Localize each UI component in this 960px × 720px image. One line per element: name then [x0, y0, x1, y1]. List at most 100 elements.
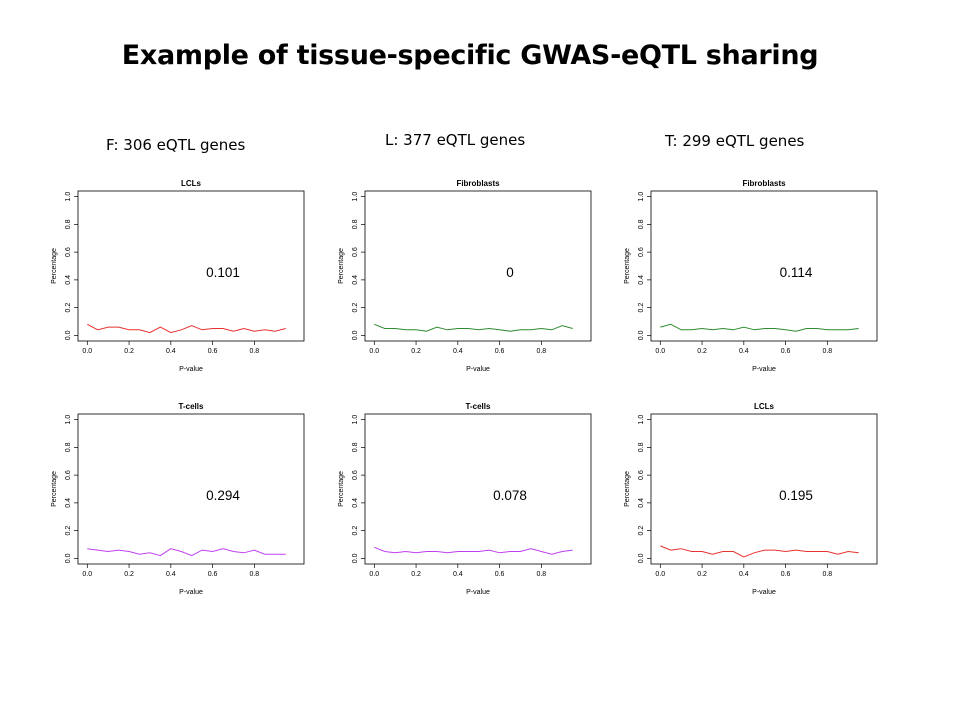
plot-frame	[650, 190, 878, 342]
x-tick-label: 0.0	[655, 571, 665, 578]
plot-frame	[77, 413, 305, 565]
series-line	[87, 323, 286, 334]
chart-panel: T-cells 0.0 0.2 0.4 0.6 0.8 0.0 0.2 0.4 0.6 0.8 1.0…	[338, 402, 592, 596]
y-tick-label: 0.6	[65, 247, 72, 257]
x-tick-label: 0.0	[82, 348, 92, 355]
y-tick-label: 0.0	[65, 553, 72, 563]
plot-frame	[77, 190, 305, 342]
y-axis-title: Percentage	[51, 248, 58, 284]
column-label-t: T: 299 eQTL genes	[665, 132, 805, 150]
y-tick-label: 0.8	[65, 442, 72, 452]
chart-title: Fibroblasts	[456, 179, 500, 188]
x-tick-label: 0.2	[124, 348, 134, 355]
plot-frame	[650, 413, 878, 565]
x-tick-label: 0.8	[249, 571, 259, 578]
y-tick-label: 0.6	[352, 247, 359, 257]
x-axis-title: P-value	[179, 366, 203, 373]
x-tick-label: 0.2	[124, 571, 134, 578]
x-axis-title: P-value	[752, 366, 776, 373]
x-tick-label: 0.0	[369, 348, 379, 355]
y-axis-title: Percentage	[624, 471, 631, 507]
y-tick-label: 0.8	[352, 219, 359, 229]
y-tick-label: 0.0	[638, 330, 645, 340]
x-tick-label: 0.6	[495, 571, 505, 578]
y-tick-label: 0.4	[65, 498, 72, 508]
x-tick-label: 0.6	[781, 348, 791, 355]
y-tick-label: 0.8	[638, 219, 645, 229]
series-line	[87, 548, 286, 557]
y-tick-label: 1.0	[638, 415, 645, 425]
x-tick-label: 0.8	[249, 348, 259, 355]
y-tick-label: 1.0	[65, 415, 72, 425]
x-axis-title: P-value	[179, 589, 203, 596]
x-axis-title: P-value	[752, 589, 776, 596]
y-tick-label: 1.0	[352, 415, 359, 425]
x-tick-label: 0.4	[453, 348, 463, 355]
y-tick-label: 0.6	[65, 470, 72, 480]
plot-frame	[364, 190, 592, 342]
chart-title: T-cells	[179, 402, 204, 411]
y-tick-label: 0.6	[638, 470, 645, 480]
x-tick-label: 0.2	[411, 571, 421, 578]
x-tick-label: 0.2	[411, 348, 421, 355]
column-label-l: L: 377 eQTL genes	[385, 131, 526, 149]
sharing-value-label: 0.195	[779, 488, 813, 503]
y-tick-label: 0.0	[65, 330, 72, 340]
y-tick-label: 0.0	[352, 330, 359, 340]
y-tick-label: 1.0	[65, 192, 72, 202]
y-tick-label: 0.8	[65, 219, 72, 229]
x-tick-label: 0.4	[166, 348, 176, 355]
sharing-value-label: 0	[506, 265, 514, 280]
y-tick-label: 0.0	[638, 553, 645, 563]
y-tick-label: 0.4	[65, 275, 72, 285]
chart-panel: Fibroblasts 0.0 0.2 0.4 0.6 0.8 0.0 0.2 0.4 0.6 0.…	[624, 179, 878, 373]
y-tick-label: 0.8	[638, 442, 645, 452]
y-tick-label: 0.2	[65, 526, 72, 536]
x-tick-label: 0.4	[739, 571, 749, 578]
chart-title: Fibroblasts	[742, 179, 786, 188]
chart-panel: LCLs 0.0 0.2 0.4 0.6 0.8 0.0 0.2 0.4 0.6 0.8 1.0 P-v…	[624, 402, 878, 596]
y-tick-label: 1.0	[352, 192, 359, 202]
x-tick-label: 0.6	[781, 571, 791, 578]
y-axis-title: Percentage	[624, 248, 631, 284]
x-tick-label: 0.0	[82, 571, 92, 578]
x-tick-label: 0.0	[655, 348, 665, 355]
x-tick-label: 0.8	[822, 571, 832, 578]
chart-panel: Fibroblasts 0.0 0.2 0.4 0.6 0.8 0.0 0.2 0.4 0.6 0.…	[338, 179, 592, 373]
y-tick-label: 0.4	[638, 275, 645, 285]
chart-title: T-cells	[466, 402, 491, 411]
series-line	[660, 545, 859, 558]
y-tick-label: 0.2	[638, 526, 645, 536]
y-tick-label: 0.8	[352, 442, 359, 452]
y-axis-title: Percentage	[338, 471, 345, 507]
sharing-value-label: 0.101	[206, 265, 240, 280]
x-tick-label: 0.6	[208, 348, 218, 355]
y-tick-label: 0.6	[352, 470, 359, 480]
chart-title: LCLs	[754, 402, 775, 411]
y-tick-label: 1.0	[638, 192, 645, 202]
y-tick-label: 0.6	[638, 247, 645, 257]
series-line	[660, 323, 859, 332]
y-tick-label: 0.4	[352, 275, 359, 285]
x-tick-label: 0.6	[208, 571, 218, 578]
y-axis-title: Percentage	[338, 248, 345, 284]
y-tick-label: 0.0	[352, 553, 359, 563]
y-tick-label: 0.4	[638, 498, 645, 508]
series-line	[374, 546, 573, 555]
x-tick-label: 0.0	[369, 571, 379, 578]
sharing-value-label: 0.294	[206, 488, 240, 503]
y-tick-label: 0.2	[638, 303, 645, 313]
x-tick-label: 0.6	[495, 348, 505, 355]
y-tick-label: 0.4	[352, 498, 359, 508]
x-tick-label: 0.4	[166, 571, 176, 578]
chart-panel: LCLs 0.0 0.2 0.4 0.6 0.8 0.0 0.2 0.4 0.6 0.8 1.0 P-v…	[51, 179, 305, 373]
chart-panel: T-cells 0.0 0.2 0.4 0.6 0.8 0.0 0.2 0.4 0.6 0.8 1.0…	[51, 402, 305, 596]
x-tick-label: 0.8	[822, 348, 832, 355]
x-tick-label: 0.2	[697, 348, 707, 355]
x-axis-title: P-value	[466, 589, 490, 596]
sharing-value-label: 0.078	[493, 488, 527, 503]
y-axis-title: Percentage	[51, 471, 58, 507]
slide-title: Example of tissue-specific GWAS-eQTL sha…	[121, 40, 819, 71]
y-tick-label: 0.2	[352, 526, 359, 536]
x-tick-label: 0.8	[536, 348, 546, 355]
